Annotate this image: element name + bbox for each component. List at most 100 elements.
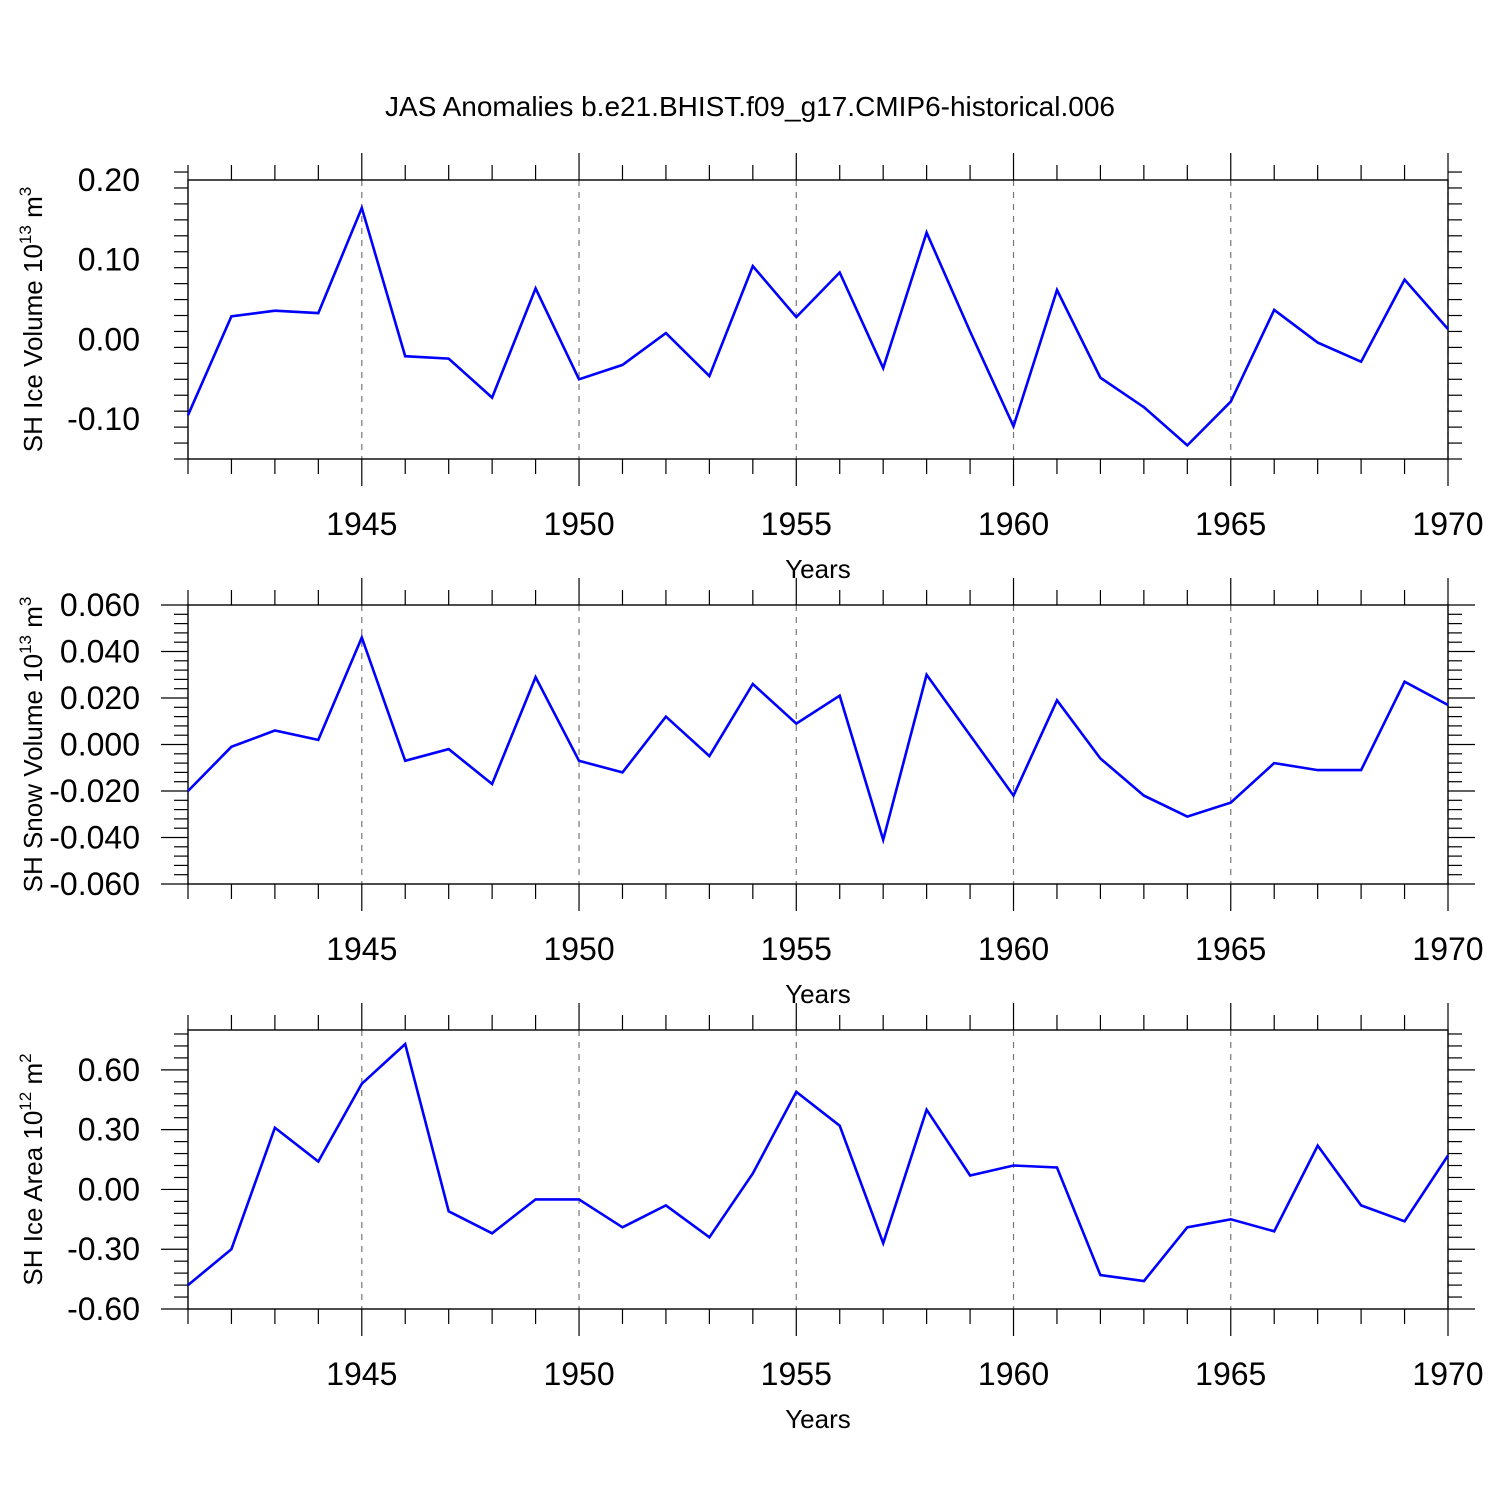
panel-1: 0.20 0.10 0.00 -0.10 1945 1950 1955 1960 1965 197… [16,153,1484,584]
x-tick-label: 1965 [1195,931,1266,967]
data-point [1403,278,1407,282]
y-tick-label: 0.020 [60,680,140,716]
data-point [1359,768,1363,772]
data-point [620,1225,624,1229]
data-point [925,673,929,677]
data-point [751,264,755,268]
data-point [1185,815,1189,819]
data-point [360,1082,364,1086]
x-tick-label: 1960 [978,931,1049,967]
x-tick-label: 1955 [761,931,832,967]
y-tick-label: 0.00 [78,321,140,357]
data-point [229,745,233,749]
y-axis-label: SH Snow Volume 1013 m3 [16,597,48,893]
x-tick-label: 1955 [761,1356,832,1392]
data-point [316,311,320,315]
data-point [447,747,451,751]
y-tick-label: 0.60 [78,1052,140,1088]
x-axis-label: Years [785,554,851,584]
panel-3: 0.60 0.30 0.00 -0.30 -0.60 1945 1950 1955 1960 19… [16,1003,1484,1434]
data-point [273,309,277,313]
data-point [1272,308,1276,312]
x-tick-label: 1955 [761,506,832,542]
data-point [447,1209,451,1213]
data-point [577,759,581,763]
data-point [838,694,842,698]
data-point [1359,1203,1363,1207]
data-point [534,286,538,290]
data-point [1055,698,1059,702]
data-point [664,715,668,719]
y-tick-label: 0.000 [60,727,140,763]
y-tick-label: 0.10 [78,242,140,278]
y-tick-label: -0.020 [49,773,140,809]
data-point [1229,400,1233,404]
y-tick-label: -0.60 [67,1291,140,1327]
data-point [1012,794,1016,798]
data-point [881,366,885,370]
x-tick-label: 1950 [543,931,614,967]
data-point [1316,341,1320,345]
data-point [1012,1164,1016,1168]
data-point [1098,376,1102,380]
data-point [751,1171,755,1175]
data-point [577,1197,581,1201]
data-point [1142,405,1146,409]
x-tick-label: 1960 [978,1356,1049,1392]
data-point [1185,1225,1189,1229]
data-point [1316,768,1320,772]
data-point [1142,794,1146,798]
y-tick-label: -0.10 [67,401,140,437]
data-point [1229,801,1233,805]
data-point [794,1090,798,1094]
data-point [403,354,407,358]
x-tick-label: 1970 [1412,506,1483,542]
chart-title: JAS Anomalies b.e21.BHIST.f09_g17.CMIP6-… [385,91,1115,122]
x-tick-label: 1945 [326,1356,397,1392]
data-point [273,1126,277,1130]
data-point [838,1124,842,1128]
y-axis-label: SH Ice Area 1012 m2 [16,1053,48,1285]
data-point [1098,756,1102,760]
y-tick-label: 0.040 [60,634,140,670]
panel-2: 0.060 0.040 0.020 0.000 -0.020 -0.040 -0.060 19… [16,578,1484,1009]
data-point [751,682,755,686]
data-point [229,314,233,318]
data-point [707,1235,711,1239]
y-tick-label: 0.30 [78,1112,140,1148]
data-point [620,770,624,774]
data-point [707,374,711,378]
data-point [664,331,668,335]
data-point [490,396,494,400]
data-point [1012,424,1016,428]
data-point [186,413,190,417]
x-tick-label: 1945 [326,506,397,542]
data-point [1098,1273,1102,1277]
data-point [490,1231,494,1235]
data-point [577,377,581,381]
data-point [1055,1166,1059,1170]
data-point [360,206,364,210]
data-point [403,759,407,763]
data-point [1185,443,1189,447]
data-point [1316,1144,1320,1148]
y-tick-label: -0.060 [49,866,140,902]
x-tick-label: 1960 [978,506,1049,542]
data-point [925,231,929,235]
data-point [1446,1154,1450,1158]
data-point [1446,327,1450,331]
data-point [1272,1229,1276,1233]
data-point [838,270,842,274]
plot-frame [187,1029,1449,1310]
series-line [187,1041,1450,1287]
data-point [794,722,798,726]
data-point [1359,360,1363,364]
data-point [664,1203,668,1207]
y-tick-label: 0.20 [78,162,140,198]
x-axis-label: Years [785,979,851,1009]
x-tick-label: 1945 [326,931,397,967]
data-point [403,1042,407,1046]
data-point [534,1197,538,1201]
series-line [186,203,1449,448]
